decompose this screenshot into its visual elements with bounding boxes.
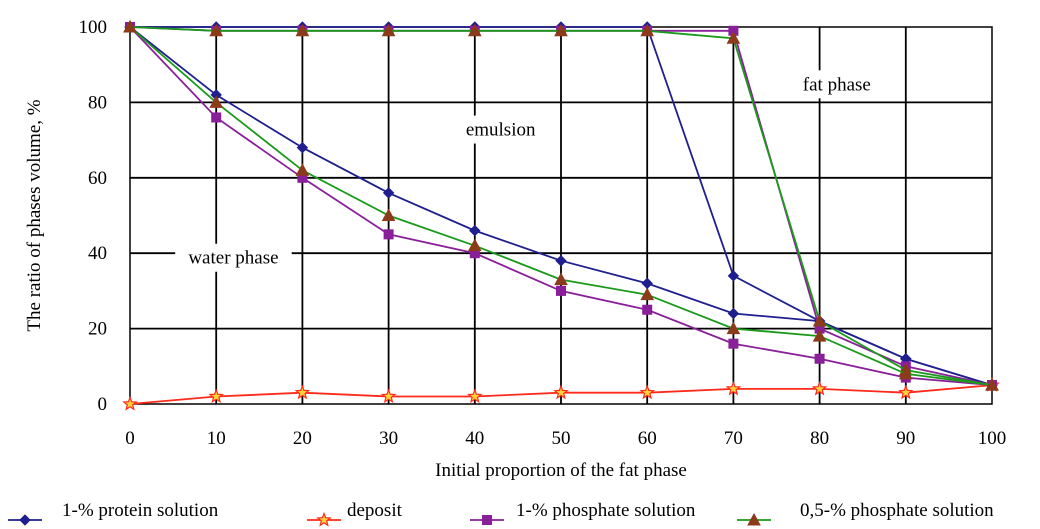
x-tick-label: 100 bbox=[978, 428, 1007, 449]
x-axis-title: Initial proportion of the fat phase bbox=[435, 460, 687, 481]
x-tick-label: 30 bbox=[379, 428, 398, 449]
legend-swatch-marker bbox=[747, 512, 761, 526]
data-point bbox=[898, 384, 914, 400]
x-tick-label: 10 bbox=[207, 428, 226, 449]
data-point bbox=[467, 23, 482, 37]
data-point bbox=[898, 366, 913, 380]
data-point bbox=[209, 95, 224, 108]
data-point bbox=[122, 395, 138, 411]
data-point bbox=[812, 329, 827, 342]
x-tick-label: 50 bbox=[552, 428, 571, 449]
annotation-bg bbox=[175, 243, 292, 272]
x-tick-label: 40 bbox=[465, 428, 484, 449]
data-point bbox=[553, 384, 569, 400]
x-tick-label: 20 bbox=[293, 428, 312, 449]
y-tick-label: 20 bbox=[88, 319, 107, 340]
series-layer bbox=[122, 19, 1000, 411]
y-tick-label: 80 bbox=[88, 92, 107, 113]
data-point bbox=[726, 31, 741, 44]
grid bbox=[129, 26, 993, 405]
data-point bbox=[208, 388, 224, 404]
data-point bbox=[728, 338, 739, 349]
data-point bbox=[467, 388, 483, 404]
annotation-water: water phase bbox=[188, 248, 278, 269]
x-tick-label: 0 bbox=[125, 428, 135, 449]
data-point bbox=[380, 388, 397, 404]
legend-item-3: 0,5-% phosphate solution bbox=[737, 500, 994, 526]
data-point bbox=[727, 270, 740, 282]
data-point bbox=[382, 187, 395, 199]
data-point bbox=[641, 277, 653, 290]
data-point bbox=[123, 19, 137, 33]
y-tick-label: 40 bbox=[88, 243, 107, 264]
data-point bbox=[725, 380, 742, 396]
data-point bbox=[556, 285, 566, 296]
annotation-bg bbox=[788, 70, 886, 99]
data-point bbox=[554, 23, 568, 37]
data-point bbox=[294, 384, 311, 400]
legend-swatch-marker bbox=[19, 514, 31, 526]
data-point bbox=[642, 304, 653, 315]
data-point bbox=[555, 255, 567, 267]
data-point bbox=[383, 229, 394, 240]
data-point bbox=[554, 272, 568, 286]
legend-item-2: 1-% phosphate solution bbox=[470, 500, 696, 525]
annotation-bg bbox=[456, 115, 545, 144]
data-point bbox=[469, 224, 481, 237]
data-point bbox=[640, 287, 655, 301]
data-point bbox=[381, 23, 396, 37]
annotation-emulsion: emulsion bbox=[466, 120, 536, 141]
legend-label: 1-% phosphate solution bbox=[516, 500, 696, 521]
series-3 bbox=[123, 19, 999, 391]
legend-item-0: 1-% protein solution bbox=[8, 500, 219, 526]
x-tick-label: 60 bbox=[638, 428, 657, 449]
y-tick-label: 0 bbox=[98, 394, 108, 415]
y-tick-label: 100 bbox=[79, 17, 108, 38]
y-tick-label: 60 bbox=[88, 168, 107, 189]
x-tick-labels: 0 10 20 30 40 50 60 70 80 90 100 bbox=[125, 428, 1006, 449]
data-point bbox=[812, 314, 827, 327]
data-point bbox=[296, 141, 309, 154]
legend-swatch-marker bbox=[316, 511, 332, 527]
legend-label: 0,5-% phosphate solution bbox=[800, 500, 994, 521]
x-tick-label: 70 bbox=[724, 428, 743, 449]
data-point bbox=[639, 384, 655, 400]
y-tick-labels: 0 20 40 60 80 100 bbox=[79, 17, 108, 415]
data-point bbox=[985, 378, 999, 391]
annotations: emulsion fat phase water phase bbox=[175, 70, 886, 272]
legend-swatch-marker bbox=[482, 515, 492, 525]
data-point bbox=[295, 23, 310, 37]
data-point bbox=[211, 112, 222, 123]
data-point bbox=[814, 353, 825, 364]
data-point bbox=[811, 380, 828, 396]
x-tick-label: 90 bbox=[896, 428, 915, 449]
x-tick-label: 80 bbox=[810, 428, 829, 449]
data-point bbox=[381, 208, 396, 221]
y-axis-title: The ratio of phases volume, % bbox=[24, 99, 45, 331]
data-point bbox=[727, 307, 740, 320]
data-point bbox=[726, 321, 741, 335]
data-point bbox=[295, 163, 310, 176]
data-point bbox=[209, 23, 224, 37]
legend-label: 1-% protein solution bbox=[62, 500, 219, 521]
legend-item-1: deposit bbox=[307, 500, 403, 527]
data-point bbox=[467, 238, 482, 252]
annotation-fat: fat phase bbox=[803, 74, 871, 95]
legend-label: deposit bbox=[347, 500, 403, 521]
legend: 1-% protein solution deposit 1-% phosphate… bbox=[8, 500, 994, 527]
data-point bbox=[640, 23, 655, 37]
